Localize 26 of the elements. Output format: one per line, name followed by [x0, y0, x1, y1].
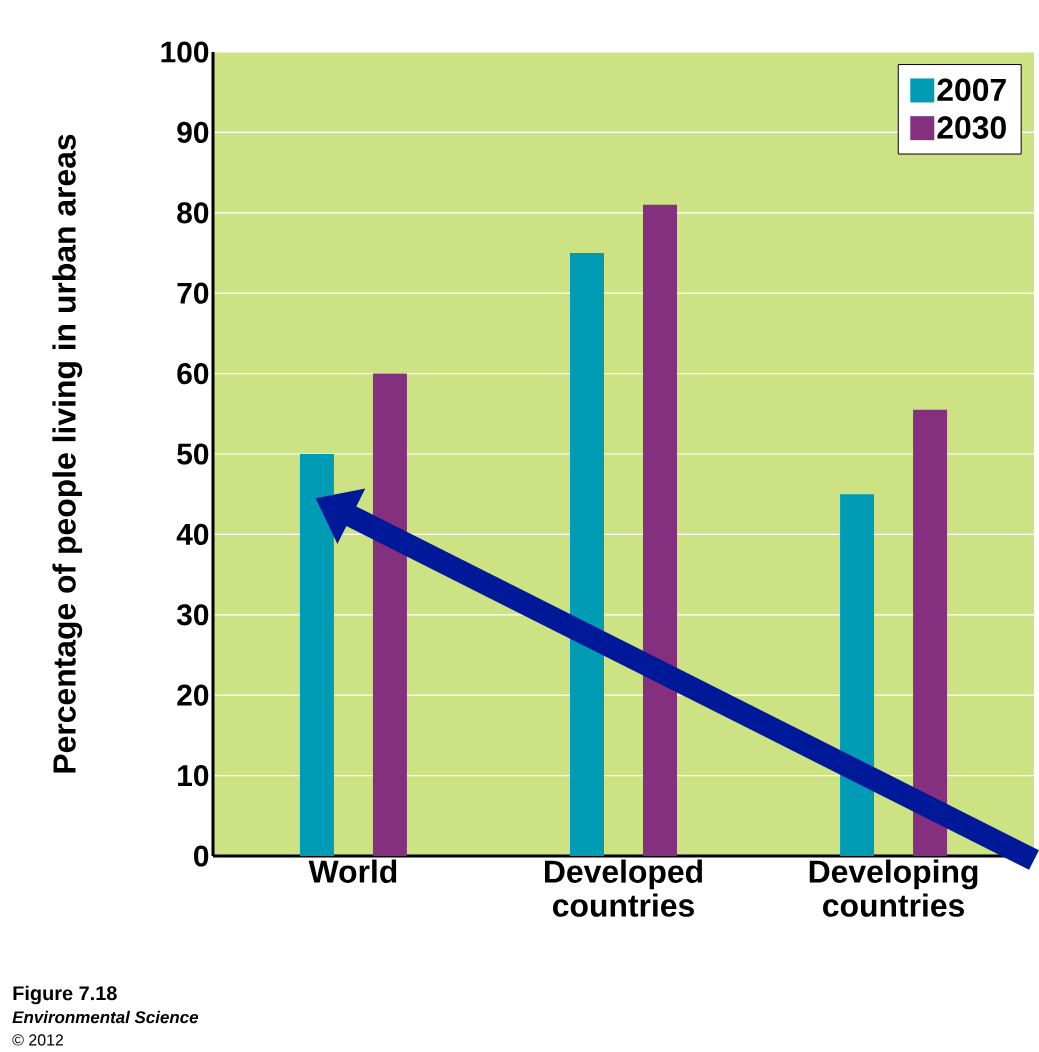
bar: [643, 204, 678, 856]
y-tick-label: 0: [194, 845, 209, 867]
y-tick-label: 50: [177, 443, 209, 465]
y-tick-label: 70: [177, 282, 209, 304]
y-tick-label: 30: [176, 604, 209, 626]
legend-label: 2007: [937, 78, 1006, 102]
bar: [913, 409, 948, 856]
text: Environmental Science: [12, 1010, 199, 1024]
y-axis-title: Percentage of people living in urban areas: [52, 134, 83, 773]
bar: [840, 494, 875, 856]
x-tick-label: Developed countries: [545, 859, 703, 917]
legend-label: 2030: [937, 116, 1006, 139]
y-tick-label: 60: [177, 363, 209, 385]
y-tick-label: 20: [177, 684, 209, 706]
text: © 2012: [12, 1034, 64, 1046]
y-tick-label: 90: [177, 121, 209, 143]
bar: [372, 373, 407, 856]
bar: [570, 253, 605, 856]
y-tick-label: 100: [161, 41, 209, 63]
y-tick-label: 40: [176, 523, 209, 545]
y-tick-label: 10: [178, 765, 209, 787]
x-tick-label: Developing countries: [809, 859, 978, 917]
bar: [299, 453, 334, 856]
y-tick-label: 80: [177, 202, 209, 224]
x-tick-label: World: [308, 859, 397, 883]
caption: Figure 7.18: [13, 985, 117, 1005]
